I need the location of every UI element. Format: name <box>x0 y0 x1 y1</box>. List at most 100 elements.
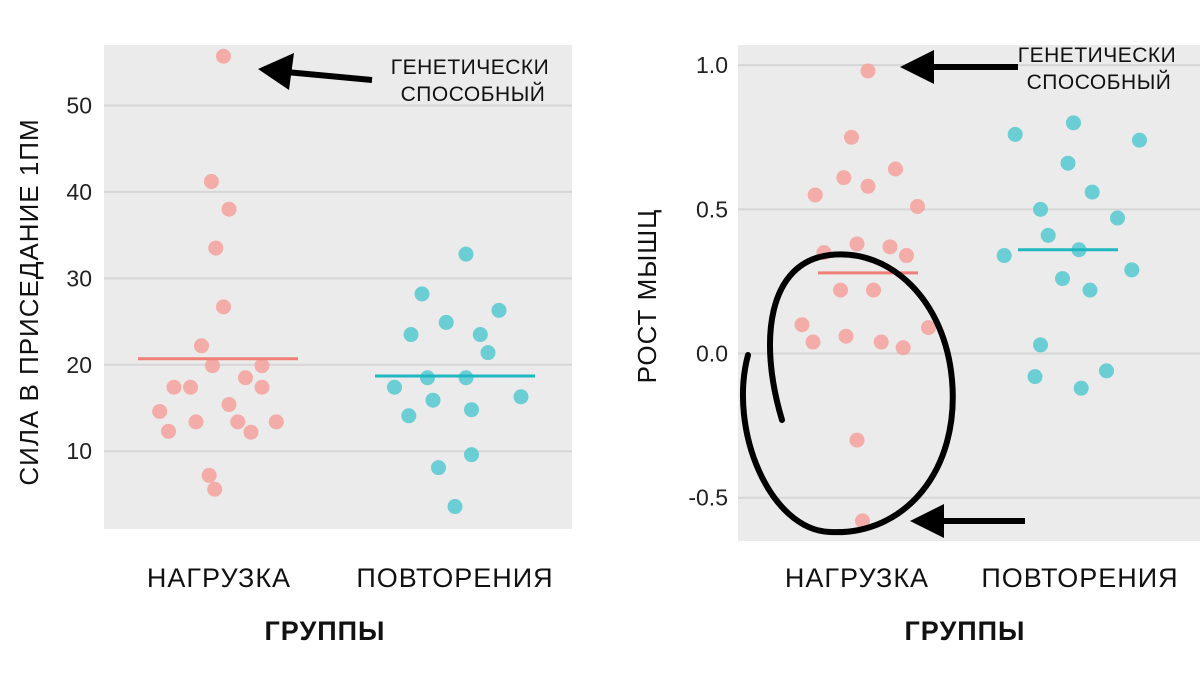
y-tick-label: 0.5 <box>696 196 728 222</box>
data-point <box>860 63 876 79</box>
data-point <box>268 414 284 430</box>
data-point <box>849 432 865 448</box>
data-point <box>194 338 209 354</box>
data-point <box>221 397 237 413</box>
y-tick-label: 20 <box>66 352 92 378</box>
data-point <box>472 327 488 343</box>
y-tick-label: -0.5 <box>688 485 728 511</box>
data-point <box>464 402 479 418</box>
data-point <box>1066 115 1081 131</box>
data-point <box>216 299 231 315</box>
data-point <box>207 481 223 497</box>
right-annotation-arrow <box>900 50 1018 84</box>
data-point <box>238 370 253 386</box>
data-point <box>873 334 889 350</box>
data-point <box>161 423 176 439</box>
data-point <box>1007 126 1023 142</box>
right-annotation-line1: ГЕНЕТИЧЕСКИ <box>1018 44 1176 67</box>
data-point <box>183 379 198 395</box>
left-annotation-line2: СПОСОБНЫЙ <box>401 82 546 106</box>
data-point <box>882 239 898 255</box>
right-x-tick-label-load: НАГРУЗКА <box>785 563 929 593</box>
data-point <box>221 201 237 217</box>
left-means <box>138 357 535 378</box>
left-points <box>152 48 529 515</box>
data-point <box>1027 369 1043 385</box>
left-annotation-arrow <box>258 53 373 90</box>
data-point <box>1055 271 1070 287</box>
data-point <box>794 317 810 333</box>
data-point <box>849 236 865 252</box>
data-point <box>899 248 914 264</box>
data-point <box>1060 155 1076 171</box>
data-point <box>866 282 881 298</box>
left-x-axis-label: ГРУППЫ <box>264 616 385 646</box>
data-point <box>208 240 224 256</box>
y-tick-label: 0.0 <box>696 341 728 367</box>
data-point <box>203 174 219 190</box>
data-point <box>855 513 870 529</box>
data-point <box>1082 282 1098 298</box>
right-chart: 1.0 0.5 0.0 -0.5 РОСТ МЫШЦ НАГРУЗКА ПОВТОРЕ… <box>632 44 1200 646</box>
right-y-axis-label: РОСТ МЫШЦ <box>632 209 662 384</box>
data-point <box>458 246 474 262</box>
data-point <box>480 345 496 361</box>
data-point <box>166 379 182 395</box>
data-point <box>921 320 936 336</box>
data-point <box>447 499 463 515</box>
data-point <box>910 198 925 214</box>
data-point <box>895 340 911 356</box>
data-point <box>205 358 220 374</box>
left-x-tick-label-reps: ПОВТОРЕНИЯ <box>356 563 553 593</box>
data-point <box>807 187 823 203</box>
data-point <box>1124 262 1140 278</box>
data-point <box>387 379 402 395</box>
data-point <box>188 414 204 430</box>
right-plot-background <box>738 45 1200 541</box>
data-point <box>844 129 859 145</box>
right-points <box>794 63 1147 529</box>
data-point <box>1033 201 1048 217</box>
data-point <box>420 370 435 386</box>
data-point <box>243 424 259 440</box>
data-point <box>1073 380 1089 396</box>
right-y-ticks: 1.0 0.5 0.0 -0.5 <box>688 52 728 511</box>
data-point <box>425 392 441 408</box>
data-point <box>1084 184 1100 200</box>
data-point <box>833 282 848 298</box>
right-x-tick-label-reps: ПОВТОРЕНИЯ <box>981 563 1178 593</box>
data-point <box>458 370 474 386</box>
data-point <box>836 170 852 186</box>
y-tick-label: 10 <box>66 438 92 464</box>
y-tick-label: 1.0 <box>696 52 728 78</box>
left-gridlines <box>104 104 572 453</box>
data-point <box>1132 132 1147 148</box>
data-point <box>1099 363 1114 379</box>
data-point <box>805 334 821 350</box>
left-annotation-line1: ГЕНЕТИЧЕСКИ <box>391 56 549 79</box>
data-point <box>1033 337 1048 353</box>
left-plot-background <box>104 45 572 529</box>
right-annotation-line2: СПОСОБНЫЙ <box>1027 70 1172 94</box>
data-point <box>1110 210 1125 226</box>
data-point <box>860 178 876 194</box>
data-point <box>996 248 1012 264</box>
data-point <box>216 48 231 64</box>
data-point <box>403 327 419 343</box>
data-point <box>230 414 246 430</box>
y-tick-label: 50 <box>66 93 92 119</box>
data-point <box>513 389 529 405</box>
data-point <box>401 408 417 424</box>
data-point <box>254 379 270 395</box>
low-responders-circle <box>739 251 956 536</box>
data-point <box>1040 227 1056 243</box>
low-responders-arrow <box>910 504 1025 538</box>
data-point <box>838 328 854 344</box>
y-tick-label: 40 <box>66 179 92 205</box>
data-point <box>464 447 479 463</box>
data-point <box>431 460 446 476</box>
data-point <box>888 161 903 177</box>
left-y-axis-label: СИЛА В ПРИСЕДАНИЕ 1ПМ <box>14 118 44 485</box>
left-chart: 10 20 30 40 50 СИЛА В ПРИСЕДАНИЕ 1ПМ НАГРУЗК… <box>14 45 572 646</box>
data-point <box>414 286 430 302</box>
